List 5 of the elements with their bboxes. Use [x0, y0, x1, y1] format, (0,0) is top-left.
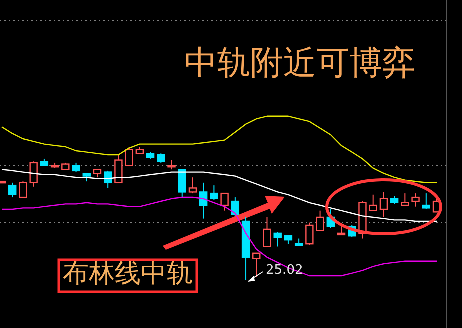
chart-title: 中轨附近可博弈 [184, 43, 416, 82]
annotation: 布林线中轨 [63, 259, 193, 289]
candlestick [380, 192, 388, 218]
candlestick [199, 182, 208, 220]
annotation: 25.02 [266, 263, 304, 278]
